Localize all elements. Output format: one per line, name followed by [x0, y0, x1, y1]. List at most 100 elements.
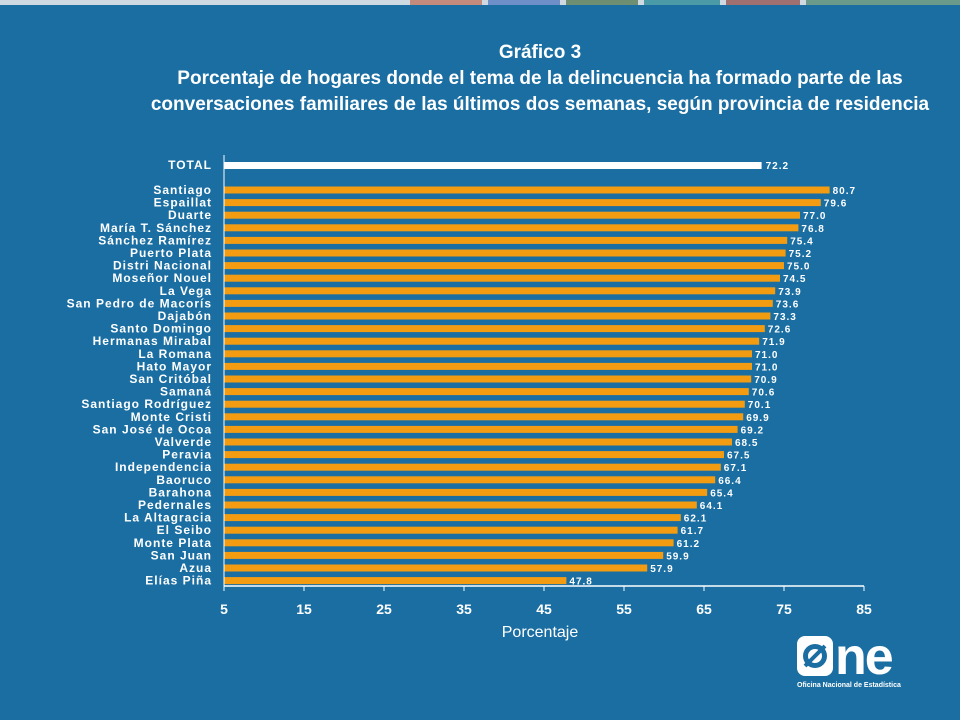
bar: [224, 425, 738, 433]
bar: [224, 388, 749, 396]
bar: [224, 224, 799, 232]
bar: [224, 438, 732, 446]
bar: [224, 287, 776, 295]
category-label: Valverde: [155, 435, 212, 449]
value-label: 47.8: [569, 577, 592, 588]
logo-text: ne: [835, 628, 894, 686]
bar: [224, 249, 786, 257]
category-label: San Juan: [151, 548, 212, 562]
value-label: 65.4: [710, 488, 733, 499]
value-label: 59.9: [666, 551, 689, 562]
top-tab-5: [726, 0, 800, 5]
category-label: Dajabón: [158, 309, 212, 323]
x-tick-label: 25: [376, 601, 392, 617]
bar: [224, 325, 765, 333]
value-label: 69.2: [741, 425, 764, 436]
logo-subtitle: Oficina Nacional de Estadística: [797, 682, 901, 689]
bar: [224, 539, 674, 547]
bar: [224, 186, 830, 194]
bar: [224, 211, 800, 219]
value-label: 61.2: [677, 539, 700, 550]
value-label: 77.0: [803, 211, 826, 222]
value-label: 75.4: [790, 236, 813, 247]
category-label: Pedernales: [138, 498, 212, 512]
category-label: Independencia: [115, 460, 212, 474]
bar: [224, 274, 780, 282]
top-tab-2: [488, 0, 560, 5]
category-label: Hermanas Mirabal: [93, 334, 212, 348]
bar: [224, 488, 708, 496]
bar: [224, 299, 773, 307]
x-tick-label: 5: [220, 601, 228, 617]
category-label: Baoruco: [156, 473, 212, 487]
category-label: La Altagracia: [124, 511, 212, 525]
category-label: Barahona: [149, 485, 212, 499]
value-label: 62.1: [684, 514, 707, 525]
value-label: 64.1: [700, 501, 723, 512]
value-label: 70.9: [754, 375, 777, 386]
bar: [224, 236, 788, 244]
category-label: La Romana: [138, 347, 212, 361]
bar: [224, 312, 771, 320]
value-label: 73.9: [778, 287, 801, 298]
x-tick-label: 75: [776, 601, 792, 617]
bar: [224, 501, 697, 509]
bar: [224, 451, 724, 459]
value-label: 74.5: [783, 274, 806, 285]
bar: [224, 463, 721, 471]
one-logo: [797, 636, 833, 676]
bar: [224, 577, 567, 585]
chart-title: Gráfico 3: [498, 42, 582, 63]
category-label: Espaillat: [154, 196, 212, 210]
category-label: Monte Cristi: [131, 410, 212, 424]
chart-subtitle: Porcentaje de hogares donde el tema de l…: [150, 68, 930, 115]
category-label: Monte Plata: [134, 536, 212, 550]
value-label: 79.6: [824, 199, 847, 210]
value-label: 75.0: [787, 262, 810, 273]
x-tick-label: 85: [856, 601, 872, 617]
value-label: 69.9: [746, 413, 769, 424]
x-axis-label: Porcentaje: [501, 624, 579, 641]
bar: [224, 262, 784, 270]
category-label: Peravia: [162, 448, 212, 462]
bar: [224, 551, 664, 559]
total-value-label: 72.2: [766, 161, 789, 172]
value-label: 57.9: [650, 564, 673, 575]
category-label: Hato Mayor: [137, 359, 212, 373]
total-bar: [224, 162, 762, 169]
total-label: TOTAL: [168, 158, 212, 172]
bar: [224, 375, 752, 383]
bar-chart: TOTAL 72.2 Santiago 80.7 Espaillat 79.6 Duarte…: [67, 155, 872, 617]
category-label: San José de Ocoa: [93, 422, 212, 436]
value-label: 66.4: [718, 476, 741, 487]
x-tick-label: 65: [696, 601, 712, 617]
chart-title-block: Gráfico 3 Porcentaje de hogares donde el…: [150, 40, 930, 118]
top-tab-1: [410, 0, 482, 5]
value-label: 73.3: [773, 312, 796, 323]
category-label: María T. Sánchez: [100, 221, 212, 235]
value-label: 68.5: [735, 438, 758, 449]
x-tick-label: 35: [456, 601, 472, 617]
value-label: 67.1: [724, 463, 747, 474]
category-label: Samaná: [160, 385, 212, 399]
bar: [224, 413, 744, 421]
x-tick-label: 55: [616, 601, 632, 617]
value-label: 71.9: [762, 337, 785, 348]
category-label: Sánchez Ramírez: [98, 233, 212, 247]
category-label: Puerto Plata: [130, 246, 212, 260]
category-label: Elías Piña: [145, 574, 212, 588]
x-tick-label: 15: [296, 601, 312, 617]
bar: [224, 400, 745, 408]
bar: [224, 362, 752, 370]
x-tick-label: 45: [536, 601, 552, 617]
value-label: 71.0: [755, 362, 778, 373]
value-label: 73.6: [776, 299, 799, 310]
category-label: Santo Domingo: [110, 322, 212, 336]
value-label: 80.7: [833, 186, 856, 197]
category-label: La Vega: [160, 284, 212, 298]
value-label: 71.0: [755, 350, 778, 361]
bar: [224, 526, 678, 534]
category-label: San Critóbal: [129, 372, 212, 386]
value-label: 76.8: [801, 224, 824, 235]
category-label: Azua: [179, 561, 212, 575]
